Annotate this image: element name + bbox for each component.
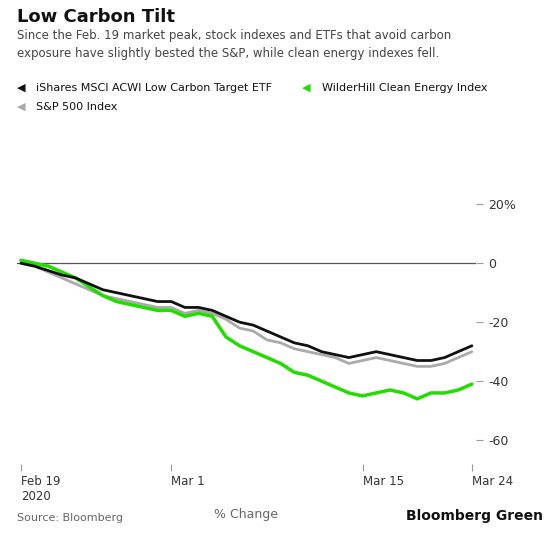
Text: % Change: % Change [214, 508, 278, 521]
Text: ◀: ◀ [17, 83, 25, 93]
Text: Source: Bloomberg: Source: Bloomberg [17, 513, 123, 523]
Text: ◀: ◀ [302, 83, 311, 93]
Text: Since the Feb. 19 market peak, stock indexes and ETFs that avoid carbon
exposure: Since the Feb. 19 market peak, stock ind… [17, 29, 451, 60]
Text: ◀: ◀ [17, 102, 25, 111]
Text: Bloomberg Green: Bloomberg Green [406, 510, 543, 523]
Text: Low Carbon Tilt: Low Carbon Tilt [17, 8, 175, 26]
Text: WilderHill Clean Energy Index: WilderHill Clean Energy Index [322, 83, 488, 93]
Text: S&P 500 Index: S&P 500 Index [36, 102, 118, 111]
Text: iShares MSCI ACWI Low Carbon Target ETF: iShares MSCI ACWI Low Carbon Target ETF [36, 83, 272, 93]
